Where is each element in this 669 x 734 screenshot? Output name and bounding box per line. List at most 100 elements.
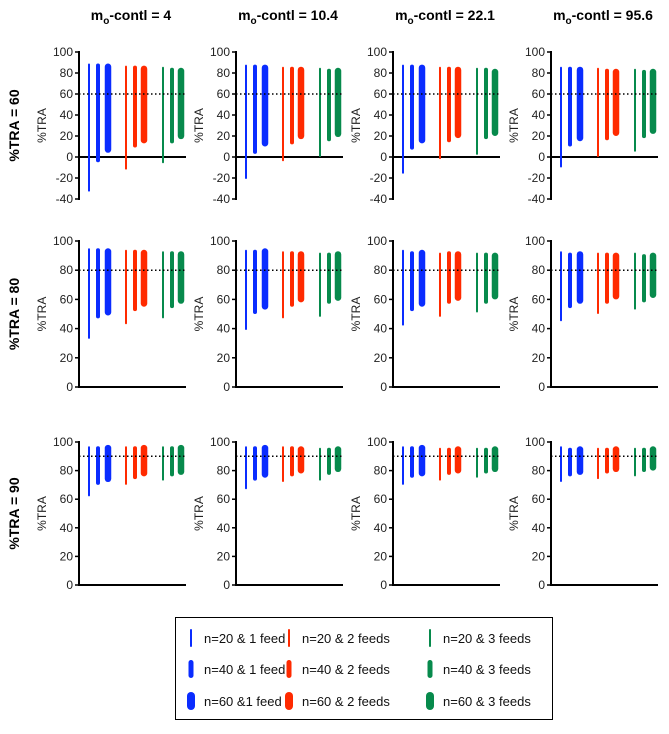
column-title-main: m — [553, 7, 565, 23]
range-bar — [560, 66, 562, 168]
range-bar — [402, 64, 404, 174]
range-bar — [402, 249, 404, 326]
y-tick-label: 60 — [60, 292, 74, 306]
y-tick-label: 20 — [532, 549, 546, 563]
range-bar — [140, 65, 148, 144]
range-bar — [605, 447, 609, 474]
y-tick-label: 100 — [525, 435, 545, 449]
range-bar — [447, 66, 451, 143]
y-tick-label: 20 — [60, 549, 74, 563]
panel: %TRA 0 20 40 60 80 100 — [507, 234, 658, 394]
y-tick-label: 100 — [525, 45, 545, 59]
y-axis-label: %TRA — [349, 297, 363, 332]
range-bar — [177, 251, 185, 304]
legend-swatch — [426, 692, 434, 710]
range-bar — [297, 446, 305, 474]
range-bar — [634, 447, 636, 477]
range-bar — [290, 446, 294, 477]
range-bar — [634, 252, 636, 310]
legend: n=20 & 1 feed n=40 & 1 feed n=60 &1 feed n=… — [175, 617, 553, 720]
legend-swatch — [187, 692, 195, 710]
range-bar — [177, 67, 185, 140]
range-bar — [439, 447, 441, 481]
y-tick-label: 0 — [223, 150, 230, 164]
y-axis-label: %TRA — [507, 496, 521, 531]
range-bar — [282, 446, 284, 483]
range-bar — [253, 249, 257, 314]
legend-swatch — [190, 629, 192, 647]
range-bar — [576, 66, 584, 142]
y-tick-label: 60 — [217, 87, 231, 101]
legend-label: n=40 & 2 feeds — [302, 662, 390, 677]
range-bar — [576, 446, 584, 475]
range-bar — [418, 444, 426, 477]
range-bar — [454, 446, 462, 474]
range-bar — [605, 252, 609, 304]
y-tick-label: 0 — [66, 380, 73, 394]
y-tick-label: 0 — [66, 150, 73, 164]
range-bar — [568, 447, 572, 477]
range-bar — [418, 249, 426, 307]
y-tick-label: 20 — [217, 351, 231, 365]
range-bar — [612, 68, 620, 136]
y-tick-label: 0 — [538, 380, 545, 394]
range-bar — [634, 68, 636, 152]
range-bar — [439, 252, 441, 317]
range-bar — [319, 67, 321, 157]
range-bar — [125, 65, 127, 170]
y-axis-label: %TRA — [35, 496, 49, 531]
range-bar — [410, 251, 414, 312]
y-tick-label: 60 — [217, 492, 231, 506]
range-bar — [133, 249, 137, 312]
range-bar — [133, 446, 137, 480]
range-bar — [170, 251, 174, 309]
column-title: mo-contl = 4 — [91, 7, 172, 27]
column-title-main: m — [395, 7, 407, 23]
range-bar — [261, 64, 269, 147]
y-tick-label: 40 — [60, 521, 74, 535]
y-tick-label: 0 — [538, 150, 545, 164]
y-tick-label: 20 — [217, 129, 231, 143]
y-tick-label: 100 — [367, 234, 387, 248]
y-tick-label: 80 — [60, 464, 74, 478]
y-axis-label: %TRA — [507, 297, 521, 332]
column-title-main: m — [238, 7, 250, 23]
y-tick-label: 80 — [374, 263, 388, 277]
y-tick-label: 100 — [53, 234, 73, 248]
y-tick-label: 80 — [374, 66, 388, 80]
range-bar — [597, 447, 599, 480]
y-tick-label: 40 — [217, 322, 231, 336]
range-bar — [454, 66, 462, 139]
y-tick-label: 100 — [210, 234, 230, 248]
range-bar — [133, 65, 137, 148]
range-bar — [290, 66, 294, 145]
range-bar — [649, 446, 657, 471]
y-tick-label: 100 — [53, 45, 73, 59]
y-tick-label: 40 — [374, 521, 388, 535]
legend-label: n=60 & 2 feeds — [302, 694, 390, 709]
panel: %TRA 0 20 40 60 80 100 — [192, 234, 343, 394]
y-tick-label: 40 — [532, 322, 546, 336]
range-bar — [642, 254, 646, 303]
legend-label: n=20 & 2 feeds — [302, 631, 390, 646]
y-tick-label: 80 — [374, 464, 388, 478]
row-title: %TRA = 90 — [6, 477, 22, 549]
y-tick-label: 40 — [532, 521, 546, 535]
y-tick-label: -40 — [213, 192, 231, 206]
range-bar — [140, 444, 148, 477]
range-bar — [491, 252, 499, 300]
range-bar — [261, 248, 269, 310]
y-tick-label: 100 — [367, 435, 387, 449]
column-title-rest: -contl = 95.6 — [572, 7, 654, 23]
range-bar — [642, 447, 646, 473]
y-tick-label: 60 — [60, 87, 74, 101]
range-bar — [484, 252, 488, 304]
range-bar — [177, 444, 185, 475]
range-bar — [125, 249, 127, 325]
range-bar — [245, 64, 247, 180]
y-tick-label: 80 — [217, 66, 231, 80]
range-bar — [560, 446, 562, 483]
y-tick-label: 60 — [374, 292, 388, 306]
y-tick-label: 0 — [223, 380, 230, 394]
y-tick-label: 40 — [60, 322, 74, 336]
